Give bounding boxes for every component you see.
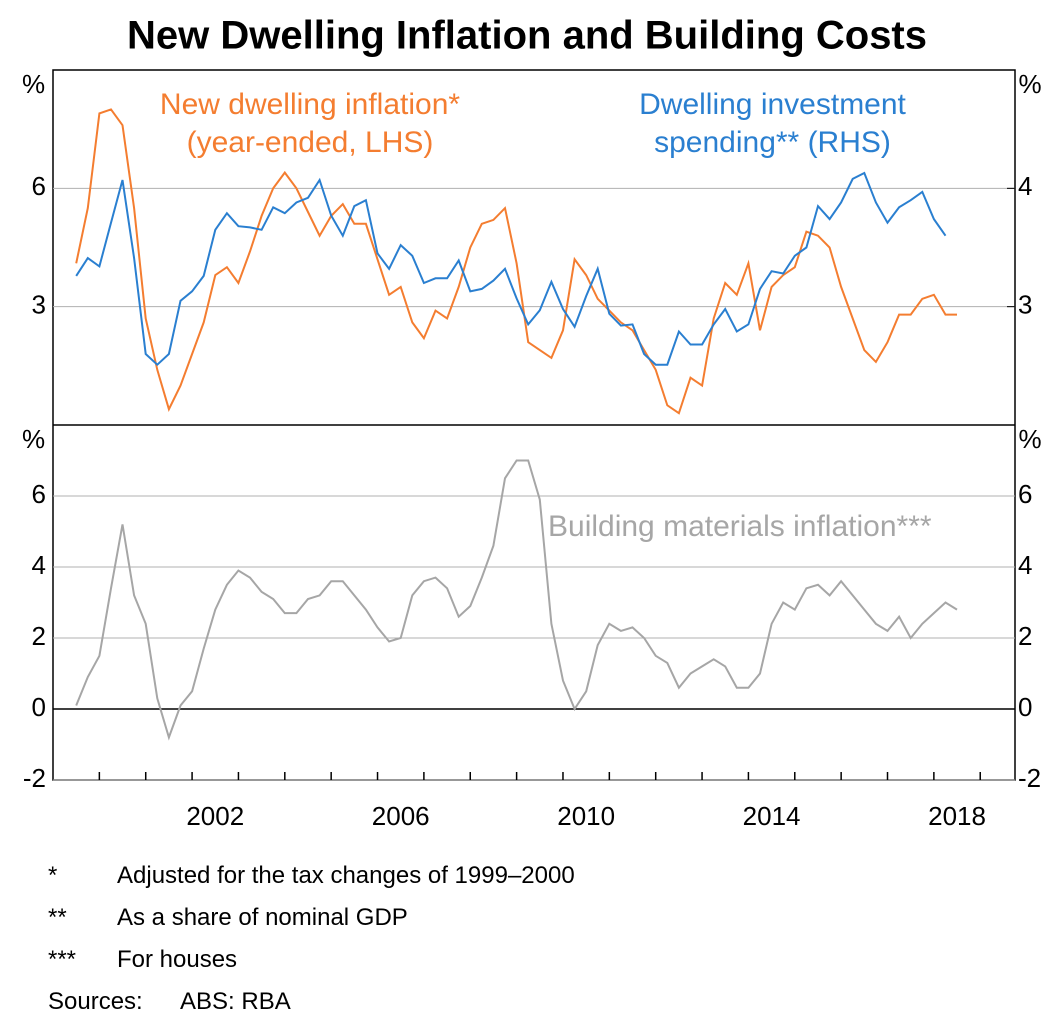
note-marker: *** bbox=[48, 946, 77, 973]
x-tick-label: 2010 bbox=[557, 801, 615, 831]
y-tick-label: -2 bbox=[23, 763, 46, 793]
series-line bbox=[75, 171, 947, 367]
chart-title: New Dwelling Inflation and Building Cost… bbox=[127, 14, 927, 58]
note-text: For houses bbox=[117, 946, 238, 973]
y-tick-label: 4 bbox=[32, 550, 46, 580]
series-line bbox=[75, 459, 958, 741]
sources-label: Sources: bbox=[48, 988, 143, 1014]
y-axis-unit: % bbox=[22, 69, 45, 99]
series-label: Building materials inflation*** bbox=[548, 510, 932, 543]
y-tick-label: 2 bbox=[32, 621, 46, 651]
note-text: As a share of nominal GDP bbox=[117, 904, 408, 931]
x-tick-label: 2002 bbox=[186, 801, 244, 831]
sources-text: ABS: RBA bbox=[180, 988, 291, 1014]
y2-axis-unit: % bbox=[1018, 69, 1041, 99]
y-tick-label: 3 bbox=[32, 290, 46, 320]
y2-tick-label: 6 bbox=[1018, 479, 1032, 509]
y2-axis-unit: % bbox=[1018, 424, 1041, 454]
note-marker: ** bbox=[48, 904, 67, 931]
y2-tick-label: 0 bbox=[1018, 692, 1032, 722]
y2-tick-label: -2 bbox=[1018, 763, 1041, 793]
note-text: Adjusted for the tax changes of 1999–200… bbox=[117, 862, 575, 889]
y2-tick-label: 2 bbox=[1018, 621, 1032, 651]
y-tick-label: 0 bbox=[32, 692, 46, 722]
series-label: Dwelling investment spending** (RHS) bbox=[639, 88, 906, 159]
y-axis-unit: % bbox=[22, 424, 45, 454]
note-marker: * bbox=[48, 862, 58, 889]
y2-tick-label: 4 bbox=[1018, 171, 1032, 201]
y2-tick-label: 3 bbox=[1018, 290, 1032, 320]
y-tick-label: 6 bbox=[32, 171, 46, 201]
x-tick-label: 2018 bbox=[928, 801, 986, 831]
y-tick-label: 6 bbox=[32, 479, 46, 509]
x-tick-label: 2006 bbox=[372, 801, 430, 831]
x-tick-label: 2014 bbox=[743, 801, 801, 831]
series-label: New dwelling inflation* (year-ended, LHS… bbox=[159, 88, 461, 159]
y2-tick-label: 4 bbox=[1018, 550, 1032, 580]
